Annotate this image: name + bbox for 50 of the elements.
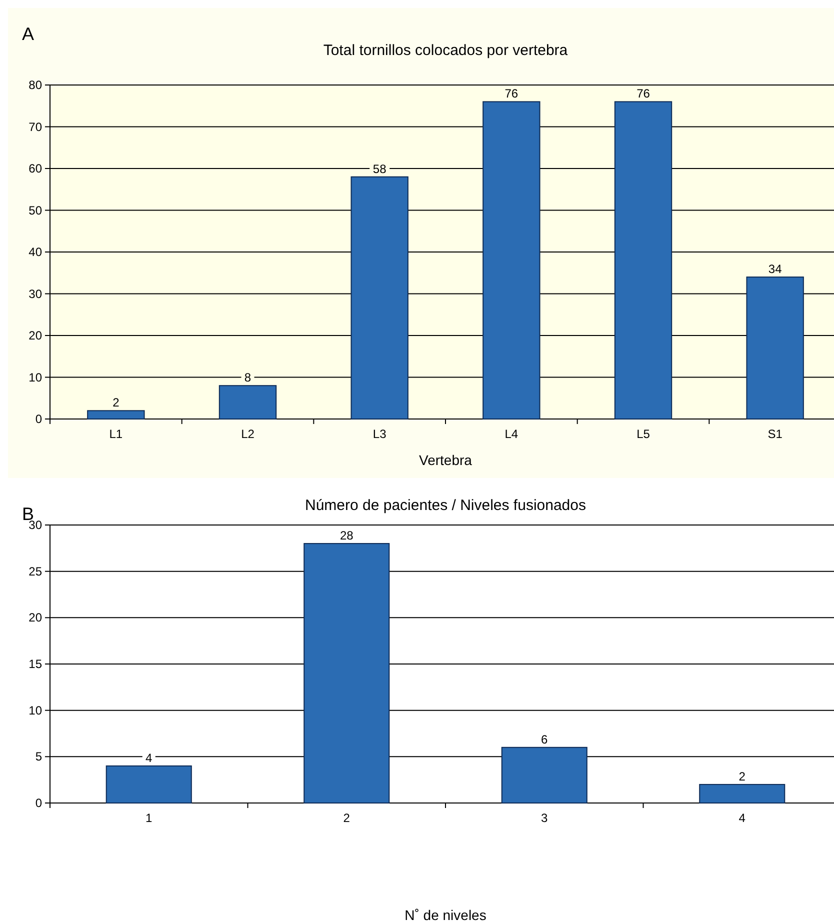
- chart-title: Total tornillos colocados por vertebra: [323, 42, 568, 59]
- bar: [614, 101, 672, 420]
- bar: [501, 746, 588, 804]
- data-label: 58: [372, 162, 387, 176]
- x-tick-label: L4: [504, 427, 518, 441]
- x-tick-label: L2: [241, 427, 255, 441]
- x-tick-label: L1: [109, 427, 123, 441]
- data-label: 2: [112, 396, 120, 410]
- y-tick-label: 20: [28, 610, 42, 625]
- data-label: 6: [541, 732, 548, 746]
- y-tick-label: 25: [28, 564, 42, 578]
- data-label: 28: [340, 528, 354, 543]
- y-tick-label: 10: [28, 370, 42, 384]
- y-tick-label: 70: [28, 120, 42, 134]
- y-tick-label: 30: [28, 286, 42, 301]
- y-tick-label: 10: [28, 703, 42, 718]
- bar: [746, 276, 804, 420]
- x-tick-label: 1: [146, 811, 153, 825]
- bar: [304, 543, 390, 804]
- data-label: 76: [504, 86, 518, 101]
- y-tick-label: 15: [28, 657, 42, 671]
- x-axis-title: Vertebra: [419, 452, 472, 468]
- bar: [106, 765, 192, 804]
- x-tick-label: 2: [343, 811, 350, 825]
- y-tick-label: 80: [28, 78, 42, 92]
- x-tick-label: L5: [636, 427, 650, 441]
- y-tick-label: 50: [28, 203, 42, 218]
- data-label: 2: [738, 769, 746, 784]
- data-label: 34: [768, 262, 782, 276]
- x-tick-label: 4: [738, 811, 746, 825]
- bar: [482, 101, 540, 420]
- x-axis-title: N˚ de niveles: [404, 907, 486, 921]
- data-label: 8: [244, 370, 252, 385]
- y-tick-label: 5: [35, 750, 42, 764]
- x-tick-label: S1: [768, 427, 783, 441]
- y-tick-label: 0: [35, 796, 42, 810]
- bar: [218, 385, 277, 420]
- bar: [699, 784, 786, 804]
- bar: [350, 176, 408, 420]
- data-label: 76: [636, 86, 650, 101]
- text: A: [22, 24, 34, 44]
- data-label: 4: [146, 750, 153, 765]
- y-tick-label: 0: [35, 412, 42, 426]
- x-tick-label: 3: [541, 811, 548, 825]
- y-tick-label: 20: [28, 328, 42, 342]
- x-tick-label: L3: [372, 427, 387, 441]
- y-tick-label: 40: [28, 245, 42, 259]
- chart-title: Número de pacientes / Niveles fusionados: [305, 497, 586, 514]
- bar: [87, 410, 145, 420]
- y-tick-label: 60: [28, 162, 42, 176]
